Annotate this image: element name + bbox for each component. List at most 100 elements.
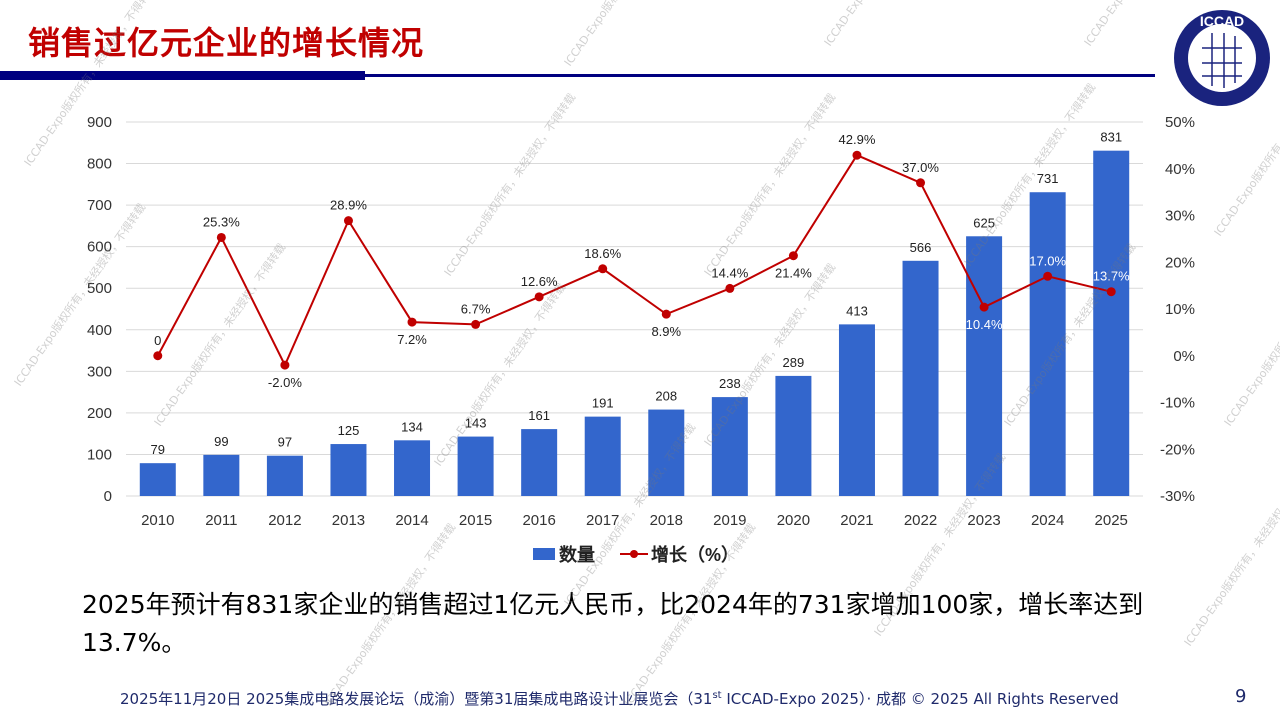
watermark: ICCAD-Expo版权所有，未经授权，不得转载	[820, 0, 959, 49]
title-rule-thin	[365, 74, 1155, 77]
growth-data-label: 25.3%	[203, 214, 240, 229]
y-right-tick-label: 20%	[1165, 254, 1195, 271]
x-tick-label: 2017	[586, 512, 619, 529]
y-left-tick-label: 200	[87, 405, 112, 422]
growth-point	[280, 360, 290, 370]
y-right-tick-label: 50%	[1165, 114, 1195, 131]
growth-point	[788, 251, 798, 261]
growth-data-label: 18.6%	[584, 246, 621, 261]
legend-line-marker	[630, 550, 638, 558]
bar-data-label: 208	[655, 389, 677, 404]
x-tick-label: 2025	[1095, 512, 1128, 529]
legend-label-count: 数量	[559, 544, 595, 565]
y-left-tick-label: 600	[87, 239, 112, 256]
growth-data-label: 12.6%	[521, 274, 558, 289]
x-tick-label: 2023	[967, 512, 1000, 529]
x-tick-label: 2013	[332, 512, 365, 529]
logo-text: ICCAD	[1200, 13, 1244, 29]
growth-data-label: 37.0%	[902, 160, 939, 175]
growth-data-label: 42.9%	[839, 132, 876, 147]
bar-data-label: 625	[973, 215, 995, 230]
bar-data-label: 161	[528, 408, 550, 423]
bar	[457, 436, 494, 496]
y-left-tick-label: 700	[87, 197, 112, 214]
x-tick-label: 2016	[522, 512, 555, 529]
bar	[139, 463, 176, 496]
bar	[838, 324, 875, 496]
growth-point	[153, 351, 163, 361]
title-rule-thick	[0, 71, 365, 80]
growth-line	[156, 153, 1112, 368]
bar-data-label: 134	[401, 419, 423, 434]
x-tick-label: 2024	[1031, 512, 1064, 529]
watermark: ICCAD-Expo版权所有，未经授权，不得转载	[560, 0, 699, 69]
bar	[902, 260, 939, 496]
growth-data-label: 8.9%	[651, 324, 681, 339]
footer-sup: st	[712, 690, 722, 701]
y-left-tick-label: 800	[87, 156, 112, 173]
y-left-tick-label: 500	[87, 280, 112, 297]
y-right-tick-label: 10%	[1165, 301, 1195, 318]
bar-data-label: 566	[910, 240, 932, 255]
bar-data-label: 79	[151, 442, 165, 457]
y-left-tick-label: 400	[87, 322, 112, 339]
footer: 2025年11月20日 2025集成电路发展论坛（成渝）暨第31届集成电路设计业…	[120, 688, 1119, 709]
y-left-tick-label: 900	[87, 114, 112, 131]
x-tick-label: 2012	[268, 512, 301, 529]
bar	[521, 429, 558, 496]
growth-point	[1043, 271, 1053, 281]
bar	[266, 455, 303, 496]
growth-point	[343, 216, 353, 226]
legend-label-growth: 增长（%）	[651, 544, 739, 565]
iccad-logo: ICCAD	[1174, 10, 1270, 106]
growth-point	[1106, 287, 1116, 297]
bar-data-label: 731	[1037, 171, 1059, 186]
y-right-tick-label: -10%	[1160, 395, 1195, 412]
y-right-tick-label: -20%	[1160, 441, 1195, 458]
growth-point	[979, 302, 989, 312]
x-tick-label: 2018	[650, 512, 683, 529]
bar-data-label: 289	[783, 355, 805, 370]
bar-data-label: 99	[214, 434, 228, 449]
bar	[1029, 192, 1066, 496]
x-tick-label: 2015	[459, 512, 492, 529]
footer-text: 2025年11月20日 2025集成电路发展论坛（成渝）暨第31届集成电路设计业…	[120, 690, 713, 708]
bar-data-label: 125	[338, 423, 360, 438]
slide-title: 销售过亿元企业的增长情况	[28, 24, 425, 62]
growth-point	[534, 292, 544, 302]
y-left-tick-label: 0	[104, 488, 112, 505]
bar	[330, 444, 367, 496]
growth-data-label: 6.7%	[461, 301, 491, 316]
bar-data-label: 143	[465, 416, 487, 431]
bar	[203, 454, 240, 496]
bar	[966, 236, 1003, 496]
growth-data-label: 21.4%	[775, 266, 812, 281]
page-number: 9	[1235, 686, 1247, 707]
bar	[775, 375, 812, 496]
growth-point	[407, 317, 417, 327]
growth-point	[216, 232, 226, 242]
bar	[584, 416, 621, 496]
summary-text: 2025年预计有831家企业的销售超过1亿元人民币，比2024年的731家增加1…	[82, 590, 1144, 657]
growth-data-label: 17.0%	[1029, 253, 1066, 268]
footer-text-2: ICCAD-Expo 2025）· 成都 © 2025 All Rights R…	[721, 690, 1119, 708]
growth-data-label: -2.0%	[268, 375, 302, 390]
growth-data-label: 13.7%	[1093, 269, 1130, 284]
growth-data-label: 0	[154, 333, 161, 348]
y-left-tick-label: 300	[87, 363, 112, 380]
growth-point	[661, 309, 671, 319]
x-tick-label: 2022	[904, 512, 937, 529]
y-left-tick-label: 100	[87, 446, 112, 463]
bar-data-label: 97	[278, 435, 292, 450]
bar-data-label: 831	[1100, 130, 1122, 145]
growth-point	[725, 283, 735, 293]
growth-point	[471, 319, 481, 329]
bar	[711, 397, 748, 496]
growth-point	[916, 178, 926, 188]
bar-data-label: 238	[719, 376, 741, 391]
growth-data-label: 7.2%	[397, 332, 427, 347]
x-tick-label: 2011	[205, 512, 237, 529]
x-tick-label: 2020	[777, 512, 810, 529]
growth-point	[852, 150, 862, 160]
legend-bar-swatch	[533, 548, 555, 560]
